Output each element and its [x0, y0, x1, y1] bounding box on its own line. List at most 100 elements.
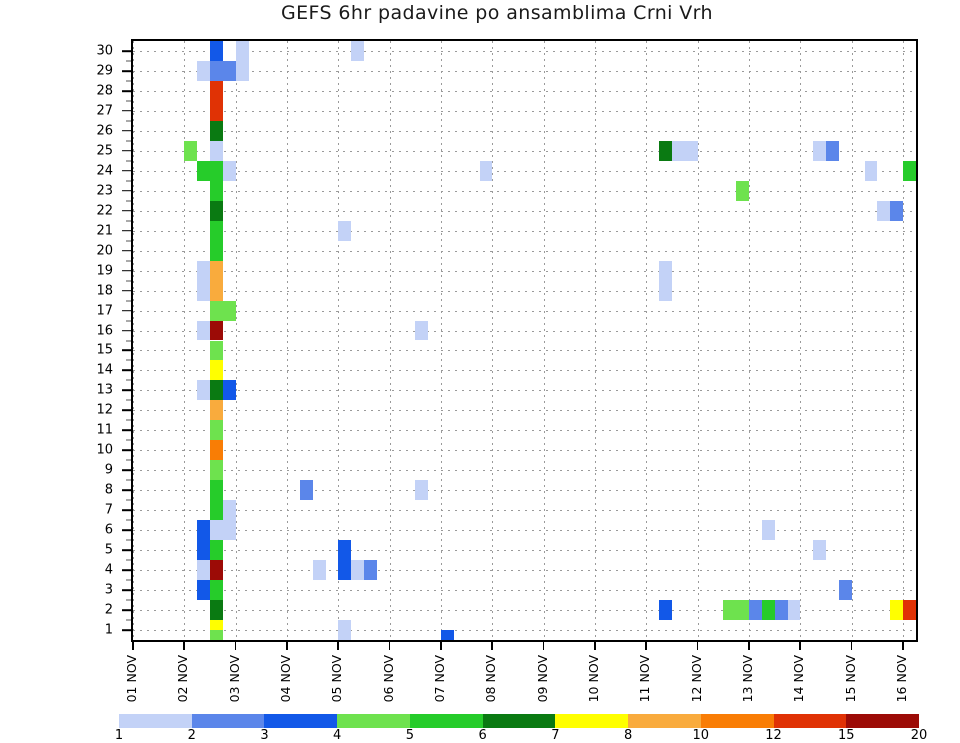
x-tick-mark — [799, 640, 802, 650]
heatmap-cell — [210, 120, 223, 141]
plot-area — [131, 39, 918, 642]
x-axis-tick-label: 13 NOV — [740, 655, 756, 703]
heatmap-cell — [197, 560, 210, 581]
y-tick-mark — [122, 469, 131, 472]
colorbar-band — [628, 714, 701, 728]
y-axis-tick-label: 11 — [96, 422, 113, 438]
y-tick-minor — [126, 160, 131, 162]
colorbar-tick-label: 3 — [260, 728, 269, 743]
heatmap-cell — [210, 340, 223, 361]
heatmap-cell — [210, 240, 223, 261]
y-tick-mark — [122, 269, 131, 272]
y-tick-mark — [122, 209, 131, 212]
y-tick-mark — [122, 389, 131, 392]
heatmap-cell — [210, 260, 223, 281]
x-tick-mark — [645, 640, 648, 650]
heatmap-cell — [210, 360, 223, 381]
heatmap-cell — [415, 480, 429, 501]
y-tick-mark — [122, 549, 131, 551]
colorbar-band — [119, 714, 192, 728]
y-tick-minor — [126, 340, 131, 341]
y-axis-tick-label: 25 — [96, 143, 113, 159]
y-tick-minor — [126, 220, 131, 222]
x-axis-tick-label: 07 NOV — [432, 655, 448, 703]
heatmap-cell — [210, 80, 223, 101]
heatmap-cell — [210, 540, 223, 561]
y-axis-tick-label: 6 — [104, 522, 113, 538]
x-axis-tick-label: 09 NOV — [534, 655, 550, 703]
colorbar-band — [555, 714, 629, 728]
y-tick-mark — [122, 150, 131, 152]
heatmap-cell — [210, 400, 223, 421]
x-tick-mark — [183, 640, 185, 650]
heatmap-cell — [312, 560, 326, 581]
x-tick-mark — [748, 640, 750, 650]
x-axis-tick-label: 05 NOV — [329, 655, 345, 703]
heatmap-cell — [210, 140, 223, 161]
y-axis-tick-label: 9 — [104, 462, 113, 478]
colorbar-tick-label: 12 — [765, 728, 782, 743]
y-tick-minor — [126, 539, 131, 541]
y-tick-mark — [122, 569, 131, 571]
y-axis-tick-label: 20 — [96, 243, 113, 259]
y-tick-minor — [126, 379, 131, 381]
heatmap-cell — [210, 160, 223, 181]
x-tick-mark — [696, 640, 699, 650]
heatmap-cells — [133, 41, 916, 640]
x-tick-mark — [132, 640, 134, 650]
heatmap-cell — [441, 630, 454, 640]
y-tick-minor — [126, 120, 131, 122]
colorbar-tick-label: 7 — [551, 728, 560, 743]
heatmap-cell — [761, 520, 775, 541]
heatmap-cell — [877, 200, 891, 221]
x-tick-mark — [440, 640, 442, 650]
x-axis-tick-label: 11 NOV — [637, 655, 653, 703]
y-tick-mark — [122, 249, 131, 252]
heatmap-cell — [210, 280, 223, 301]
heatmap-cell — [749, 600, 762, 621]
chart-title: GEFS 6hr padavine po ansamblima Crni Vrh — [281, 2, 713, 24]
y-tick-minor — [126, 140, 131, 142]
heatmap-cell — [197, 580, 210, 601]
x-tick-mark — [850, 640, 853, 650]
y-tick-minor — [126, 399, 131, 401]
y-tick-mark — [122, 409, 131, 412]
x-tick-mark — [902, 640, 904, 650]
y-tick-mark — [122, 609, 131, 611]
y-tick-minor — [126, 359, 131, 361]
heatmap-cell — [890, 600, 904, 621]
heatmap-cell — [210, 420, 223, 441]
heatmap-cell — [479, 160, 493, 181]
heatmap-cell — [672, 140, 698, 161]
y-tick-minor — [126, 320, 131, 322]
x-tick-mark — [286, 640, 288, 650]
x-tick-mark — [337, 640, 339, 650]
x-tick-mark — [491, 640, 493, 650]
heatmap-cell — [774, 600, 788, 621]
y-tick-minor — [126, 80, 131, 82]
y-axis-tick-label: 16 — [96, 323, 113, 339]
y-tick-minor — [126, 180, 131, 182]
x-axis-tick-label: 02 NOV — [175, 655, 191, 703]
heatmap-cell — [723, 600, 750, 621]
heatmap-cell — [210, 520, 223, 541]
heatmap-cell — [210, 200, 223, 221]
heatmap-cell — [222, 160, 236, 181]
y-tick-minor — [126, 240, 131, 242]
y-tick-mark — [122, 629, 131, 631]
colorbar-tick-label: 10 — [692, 728, 710, 743]
heatmap-cell — [761, 600, 775, 621]
heatmap-cell — [210, 480, 223, 501]
colorbar-tick-label: 4 — [333, 728, 342, 743]
y-axis-tick-label: 8 — [104, 482, 113, 498]
colorbar-tick-label: 2 — [187, 728, 196, 743]
y-tick-minor — [126, 439, 131, 441]
colorbar-band — [846, 714, 920, 728]
heatmap-cell — [351, 41, 365, 61]
heatmap-cell — [659, 280, 673, 301]
y-tick-minor — [126, 559, 131, 561]
colorbar-band — [700, 714, 774, 728]
y-axis-tick-label: 17 — [96, 303, 113, 319]
heatmap-cell — [197, 280, 210, 301]
heatmap-cell — [210, 440, 223, 461]
